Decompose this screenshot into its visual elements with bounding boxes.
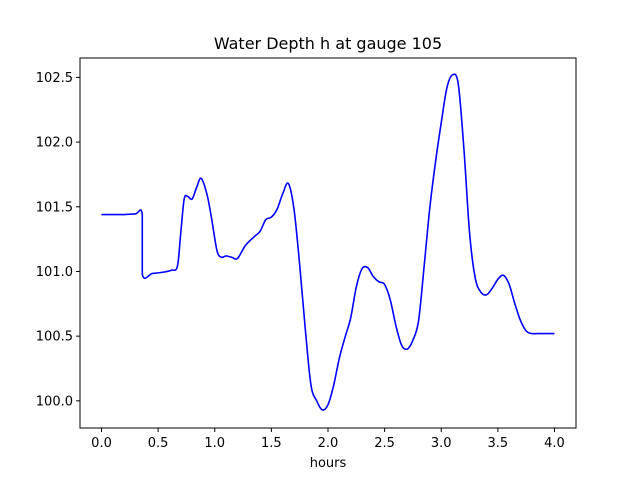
y-tick-label: 101.0 <box>36 265 73 280</box>
x-tick-label: 2.5 <box>374 436 395 451</box>
y-axis: 100.0 100.5 101.0 101.5 102.0 102.5 <box>36 71 80 409</box>
y-tick-label: 101.5 <box>36 200 73 215</box>
y-tick-label: 100.0 <box>36 394 73 409</box>
x-tick-label: 0.0 <box>91 436 112 451</box>
x-tick-label: 2.0 <box>318 436 339 451</box>
y-tick-label: 100.5 <box>36 330 73 345</box>
x-tick-label: 3.0 <box>431 436 452 451</box>
x-tick-label: 1.5 <box>261 436 282 451</box>
y-tick-label: 102.0 <box>36 136 73 151</box>
x-axis: 0.0 0.5 1.0 1.5 2.0 2.5 3.0 3.5 4.0 <box>91 428 565 451</box>
x-axis-label: hours <box>310 456 347 471</box>
y-tick-label: 102.5 <box>36 71 73 86</box>
x-tick-label: 1.0 <box>204 436 225 451</box>
x-tick-label: 4.0 <box>544 436 565 451</box>
series-line-0 <box>101 73 555 411</box>
x-tick-label: 3.5 <box>488 436 509 451</box>
x-tick-label: 0.5 <box>148 436 169 451</box>
series-layer <box>101 73 555 411</box>
chart-title: Water Depth h at gauge 105 <box>214 34 442 53</box>
